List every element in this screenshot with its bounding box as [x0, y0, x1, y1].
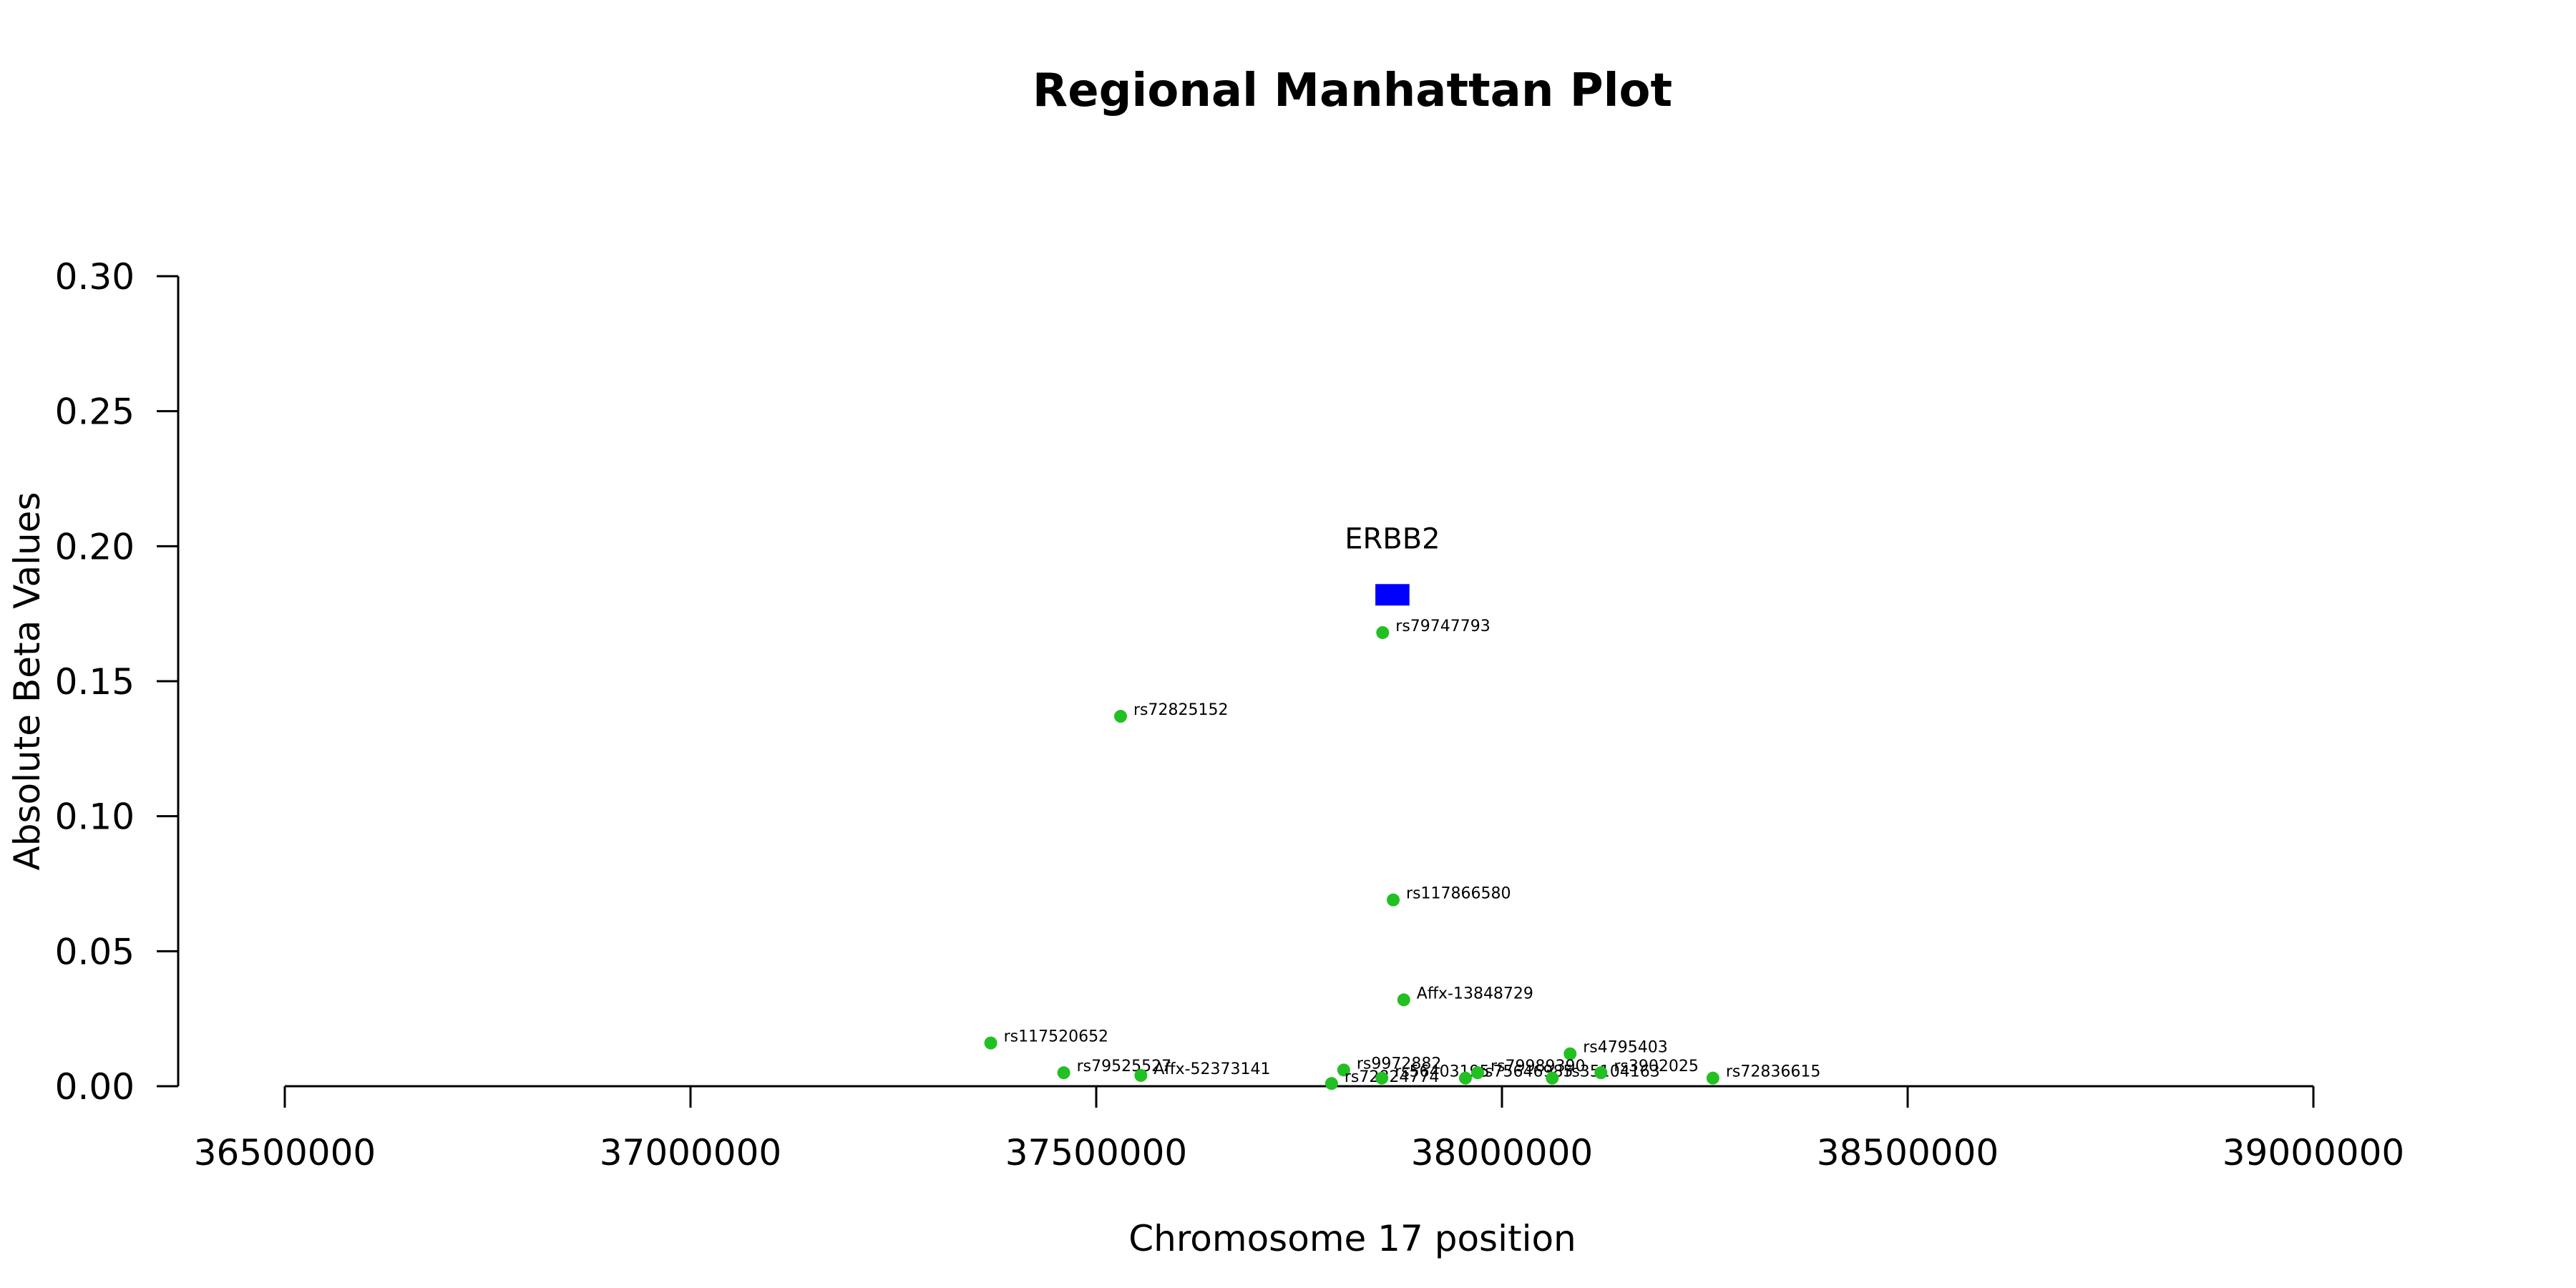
snp-point: [1134, 1068, 1148, 1082]
snp-point: [1546, 1071, 1559, 1085]
x-axis: 36500000 37000000 37500000 38000000 38500000…: [194, 1085, 2405, 1174]
snp-label: rs117520652: [1004, 1028, 1108, 1046]
y-axis: 0.00 0.05 0.10 0.15 0.20 0.25 0.30: [55, 256, 180, 1108]
snp-point: [1375, 1071, 1389, 1085]
snp-point: [1114, 710, 1128, 723]
x-tick-label: 38000000: [1411, 1132, 1594, 1174]
snp-label: rs79525527: [1077, 1058, 1171, 1075]
snp-label: rs9972882: [1357, 1055, 1442, 1073]
y-tick-label: 0.10: [55, 796, 135, 838]
snp-label: rs117866580: [1406, 885, 1511, 903]
y-tick-label: 0.00: [55, 1066, 135, 1108]
x-axis-label: Chromosome 17 position: [1128, 1218, 1576, 1259]
snp-label: rs3902025: [1614, 1058, 1699, 1075]
x-tick-label: 38500000: [1817, 1132, 1999, 1174]
snp-point: [1470, 1066, 1484, 1080]
gene-track: ERBB2: [1345, 522, 1440, 606]
snp-label: rs72824774: [1345, 1068, 1439, 1086]
snp-label: rs4795403: [1583, 1039, 1668, 1057]
snp-point: [1337, 1063, 1350, 1077]
x-tick-label: 37000000: [600, 1132, 782, 1174]
y-tick-label: 0.20: [55, 526, 135, 567]
snp-label: rs79989390: [1491, 1058, 1585, 1075]
snp-label: rs72836615: [1726, 1063, 1820, 1081]
x-tick-label: 36500000: [194, 1132, 376, 1174]
y-tick-label: 0.05: [55, 931, 135, 972]
x-tick-label: 39000000: [2223, 1132, 2405, 1174]
snp-point: [1397, 993, 1410, 1007]
y-tick-label: 0.30: [55, 256, 135, 298]
snp-label: rs35104163: [1565, 1063, 1659, 1081]
chart-title: Regional Manhattan Plot: [1033, 64, 1672, 117]
y-tick-label: 0.25: [55, 391, 135, 433]
snp-point: [1706, 1071, 1719, 1085]
snp-point: [1594, 1066, 1608, 1080]
snp-point: [1324, 1077, 1338, 1091]
snp-point: [1376, 626, 1390, 640]
snp-points: rs79747793 rs72825152 rs117866580 Affx-1384…: [984, 618, 1820, 1091]
y-axis-label: Absolute Beta Values: [6, 492, 48, 871]
y-tick-label: 0.15: [55, 661, 135, 703]
x-tick-label: 37500000: [1005, 1132, 1188, 1174]
snp-label: rs79747793: [1395, 618, 1490, 635]
snp-label: Affx-13848729: [1417, 985, 1533, 1002]
snp-label: rs72825152: [1133, 701, 1228, 719]
snp-point: [1458, 1071, 1472, 1085]
snp-point: [1563, 1047, 1577, 1060]
snp-point: [1387, 893, 1400, 907]
snp-point: [1057, 1066, 1070, 1080]
gene-block: [1375, 584, 1410, 606]
gene-label: ERBB2: [1345, 522, 1440, 555]
snp-label: Affx-52373141: [1153, 1060, 1270, 1078]
snp-point: [984, 1036, 997, 1050]
